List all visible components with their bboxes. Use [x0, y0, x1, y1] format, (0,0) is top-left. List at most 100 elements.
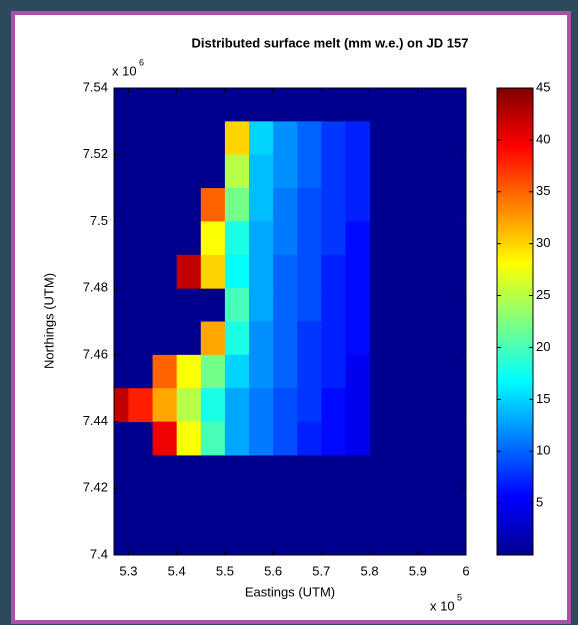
heatmap-cell — [345, 288, 371, 322]
heatmap-cell — [249, 388, 274, 423]
x-tick-label: 5.8 — [361, 563, 379, 578]
heatmap-cell — [321, 221, 346, 256]
heatmap-cell — [249, 354, 274, 389]
heatmap-cell — [200, 188, 226, 222]
heatmap-cell — [152, 388, 178, 423]
heatmap-cell — [273, 121, 298, 156]
x-tick-label: 5.5 — [216, 563, 234, 578]
y-tick-label: 7.5 — [90, 213, 108, 228]
heatmap-cell — [249, 221, 274, 256]
y-multiplier-exponent: 6 — [139, 57, 144, 67]
heatmap-cell — [273, 354, 298, 389]
heatmap-cell — [200, 321, 226, 356]
heatmap-cell — [224, 354, 250, 389]
y-axis-label: Northings (UTM) — [41, 273, 56, 369]
heatmap-cell — [297, 221, 322, 256]
heatmap-cell — [114, 388, 129, 423]
heatmap-cell — [345, 254, 371, 289]
heatmap-cell — [200, 421, 226, 456]
y-multiplier: x 10 — [112, 63, 137, 78]
x-multiplier: x 10 — [430, 598, 455, 613]
axes-box — [113, 87, 467, 556]
heatmap-cell — [200, 388, 226, 423]
colorbar-tick-label: 35 — [536, 183, 550, 198]
heatmap-cell — [249, 188, 274, 222]
heatmap-cell — [321, 254, 346, 289]
colorbar — [496, 87, 534, 556]
y-tick-label: 7.54 — [83, 79, 108, 94]
heatmap-cell — [273, 321, 298, 356]
colorbar-tick-label: 30 — [536, 235, 550, 250]
heatmap-cell — [224, 288, 250, 322]
heatmap-cell — [224, 321, 250, 356]
heatmap-cell — [176, 354, 202, 389]
heatmap-cell — [345, 221, 371, 256]
heatmap-cell — [297, 288, 322, 322]
heatmap-cell — [128, 388, 154, 423]
heatmap-cell — [345, 354, 371, 389]
heatmap-cell — [321, 388, 346, 423]
y-tick-label: 7.44 — [83, 413, 108, 428]
heatmap-cell — [345, 321, 371, 356]
heatmap-cell — [321, 121, 346, 156]
heatmap-cell — [273, 221, 298, 256]
heatmap-cell — [200, 221, 226, 256]
colorbar-tick-label: 10 — [536, 443, 550, 458]
heatmap-cell — [297, 254, 322, 289]
x-tick-label: 5.6 — [264, 563, 282, 578]
heatmap-cell — [273, 188, 298, 222]
heatmap-cell — [273, 154, 298, 189]
heatmap-cell — [345, 121, 371, 156]
heatmap-cell — [224, 421, 250, 456]
x-tick-label: 5.9 — [409, 563, 427, 578]
y-tick-label: 7.42 — [83, 480, 108, 495]
heatmap-cell — [345, 388, 371, 423]
heatmap-cell — [176, 254, 202, 289]
x-tick-label: 5.4 — [168, 563, 186, 578]
heatmap-cell — [249, 254, 274, 289]
colorbar-tick-label: 20 — [536, 339, 550, 354]
heatmap-cell — [297, 388, 322, 423]
heatmap-cell — [249, 154, 274, 189]
heatmap-cell — [152, 354, 178, 389]
heatmap-cell — [321, 188, 346, 222]
heatmap-cell — [321, 354, 346, 389]
colorbar-tick-label: 5 — [536, 495, 543, 510]
heatmap-cell — [321, 288, 346, 322]
x-tick-label: 6 — [462, 563, 469, 578]
heatmap-cell — [321, 154, 346, 189]
heatmap-cell — [297, 154, 322, 189]
colorbar-tick-label: 40 — [536, 131, 550, 146]
heatmap-cell — [200, 354, 226, 389]
x-multiplier-exponent: 5 — [457, 592, 462, 602]
heatmap-cell — [200, 254, 226, 289]
heatmap-cell — [249, 288, 274, 322]
heatmap-cell — [224, 188, 250, 222]
colorbar-tick-label: 45 — [536, 79, 550, 94]
y-tick-label: 7.4 — [90, 546, 108, 561]
heatmap-cell — [224, 254, 250, 289]
heatmap-cell — [273, 288, 298, 322]
heatmap-cell — [345, 188, 371, 222]
heatmap-cell — [224, 221, 250, 256]
heatmap-cell — [297, 121, 322, 156]
heatmap-cell — [176, 388, 202, 423]
heatmap-cell — [273, 421, 298, 456]
y-tick-label: 7.46 — [83, 346, 108, 361]
heatmap-cell — [297, 421, 322, 456]
heatmap-cell — [249, 321, 274, 356]
heatmap-cell — [297, 188, 322, 222]
heatmap-cell — [297, 354, 322, 389]
heatmap-cell — [273, 388, 298, 423]
y-tick-label: 7.48 — [83, 280, 108, 295]
x-axis-label: Eastings (UTM) — [245, 584, 335, 599]
x-tick-label: 5.7 — [312, 563, 330, 578]
heatmap-cell — [345, 154, 371, 189]
heatmap-cell — [273, 254, 298, 289]
heatmap-cell — [321, 421, 346, 456]
colorbar-tick-label: 15 — [536, 391, 550, 406]
heatmap-cell — [224, 154, 250, 189]
y-tick-label: 7.52 — [83, 146, 108, 161]
